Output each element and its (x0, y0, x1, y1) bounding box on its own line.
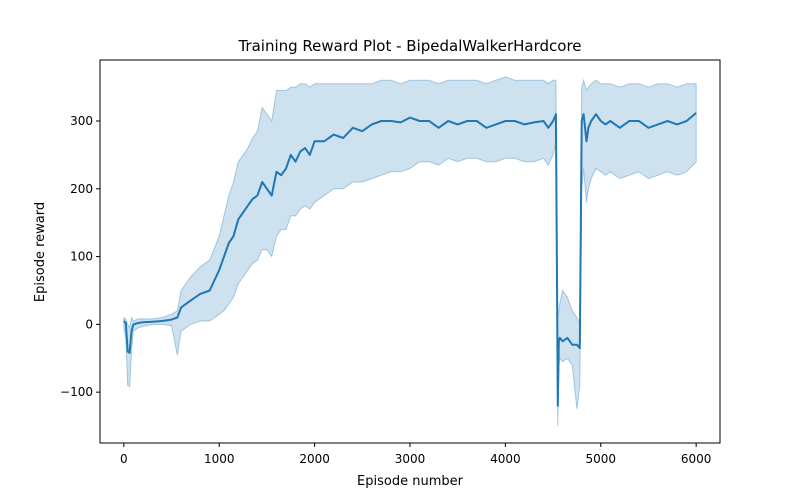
reward-series-line (123, 112, 697, 407)
x-tick-label: 6000 (681, 452, 712, 466)
y-tick-label: 200 (70, 182, 93, 196)
x-tick-label: 4000 (490, 452, 521, 466)
chart-title: Training Reward Plot - BipedalWalkerHard… (237, 37, 581, 55)
plot-area (123, 76, 697, 427)
x-tick-label: 1000 (204, 452, 235, 466)
x-tick-label: 0 (120, 452, 128, 466)
x-axis-label: Episode number (357, 474, 464, 489)
x-tick-label: 2000 (299, 452, 330, 466)
confidence-band (123, 76, 697, 427)
y-tick-label: 100 (70, 250, 93, 264)
y-axis: −100 0 100 200 300 (60, 114, 100, 399)
y-tick-label: 300 (70, 114, 93, 128)
y-tick-label: −100 (60, 385, 93, 399)
x-tick-label: 3000 (395, 452, 426, 466)
y-axis-label: Episode reward (33, 202, 48, 302)
x-tick-label: 5000 (585, 452, 616, 466)
x-axis: 0 1000 2000 3000 4000 5000 6000 (120, 443, 711, 466)
y-tick-label: 0 (85, 317, 93, 331)
